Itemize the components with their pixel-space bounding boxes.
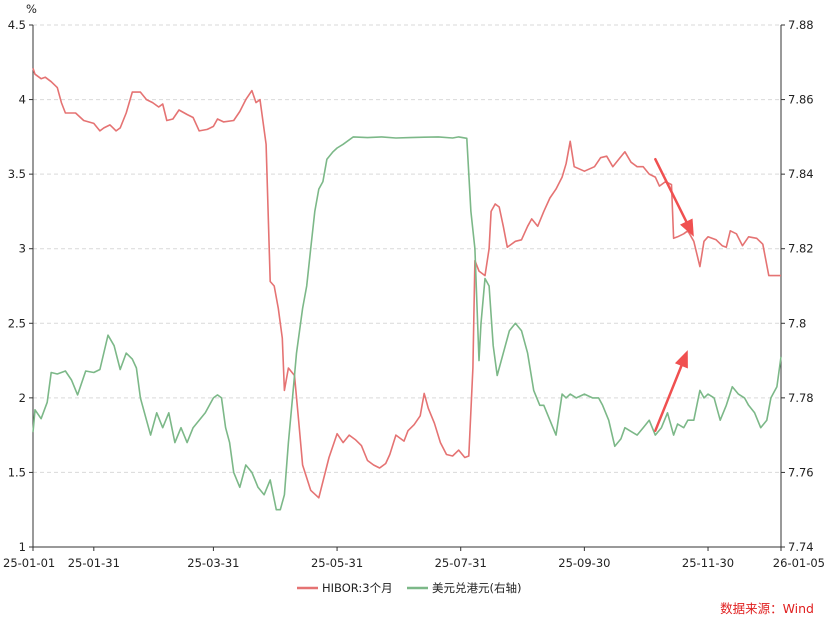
right-tick-label: 7.8: [788, 316, 806, 330]
left-tick-label: 1.5: [8, 465, 26, 479]
annotation-arrow-1: [654, 157, 694, 237]
source-note: 数据来源：Wind: [720, 601, 814, 616]
legend-label-hibor: HIBOR:3个月: [322, 581, 393, 595]
right-tick-label: 7.84: [788, 167, 814, 181]
left-tick-label: 3: [19, 242, 26, 256]
right-tick-label: 7.82: [788, 242, 814, 256]
left-tick-label: 1: [19, 540, 26, 554]
usdhkd-line: [32, 136, 782, 511]
left-tick-label: 4: [19, 93, 26, 107]
legend-item-usdhkd: 美元兑港元(右轴): [407, 581, 521, 595]
legend-label-usdhkd: 美元兑港元(右轴): [432, 581, 521, 595]
arrow-head: [680, 218, 694, 237]
axes: [32, 25, 782, 548]
y-axis-unit-label: %: [26, 2, 37, 16]
x-tick-label: 25-11-30: [682, 556, 734, 570]
left-tick-labels: 1 1.5 2 2.5 3 3.5 4 4.5: [8, 18, 33, 554]
right-tick-label: 7.88: [788, 18, 814, 32]
left-tick-label: 2: [19, 391, 26, 405]
right-tick-label: 7.74: [788, 540, 814, 554]
legend: HIBOR:3个月 美元兑港元(右轴): [297, 581, 521, 595]
left-tick-label: 4.5: [8, 18, 26, 32]
annotation-arrow-2: [654, 350, 688, 432]
annotations: [654, 157, 694, 432]
legend-item-hibor: HIBOR:3个月: [297, 581, 393, 595]
x-tick-labels: 25-01-01 25-01-31 25-03-31 25-05-31 25-07-31…: [3, 547, 825, 570]
x-tick-label: 25-01-31: [68, 556, 120, 570]
series-lines: [32, 68, 782, 511]
x-tick-label: 26-01-05: [773, 556, 825, 570]
right-tick-label: 7.76: [788, 465, 814, 479]
gridlines: [33, 24, 781, 473]
x-tick-label: 25-09-30: [558, 556, 610, 570]
left-tick-label: 3.5: [8, 167, 26, 181]
x-tick-label: 25-05-31: [311, 556, 363, 570]
x-tick-label: 25-01-01: [3, 556, 55, 570]
right-tick-labels: 7.74 7.76 7.78 7.8 7.82 7.84 7.86 7.88: [781, 18, 814, 554]
right-tick-label: 7.86: [788, 93, 814, 107]
hibor-3m-line: [32, 68, 781, 499]
arrow-shaft: [654, 364, 683, 432]
arrow-shaft: [654, 157, 688, 223]
arrow-head: [674, 350, 688, 369]
left-tick-label: 2.5: [8, 316, 26, 330]
x-tick-label: 25-07-31: [435, 556, 487, 570]
x-tick-label: 25-03-31: [187, 556, 239, 570]
right-tick-label: 7.78: [788, 391, 814, 405]
